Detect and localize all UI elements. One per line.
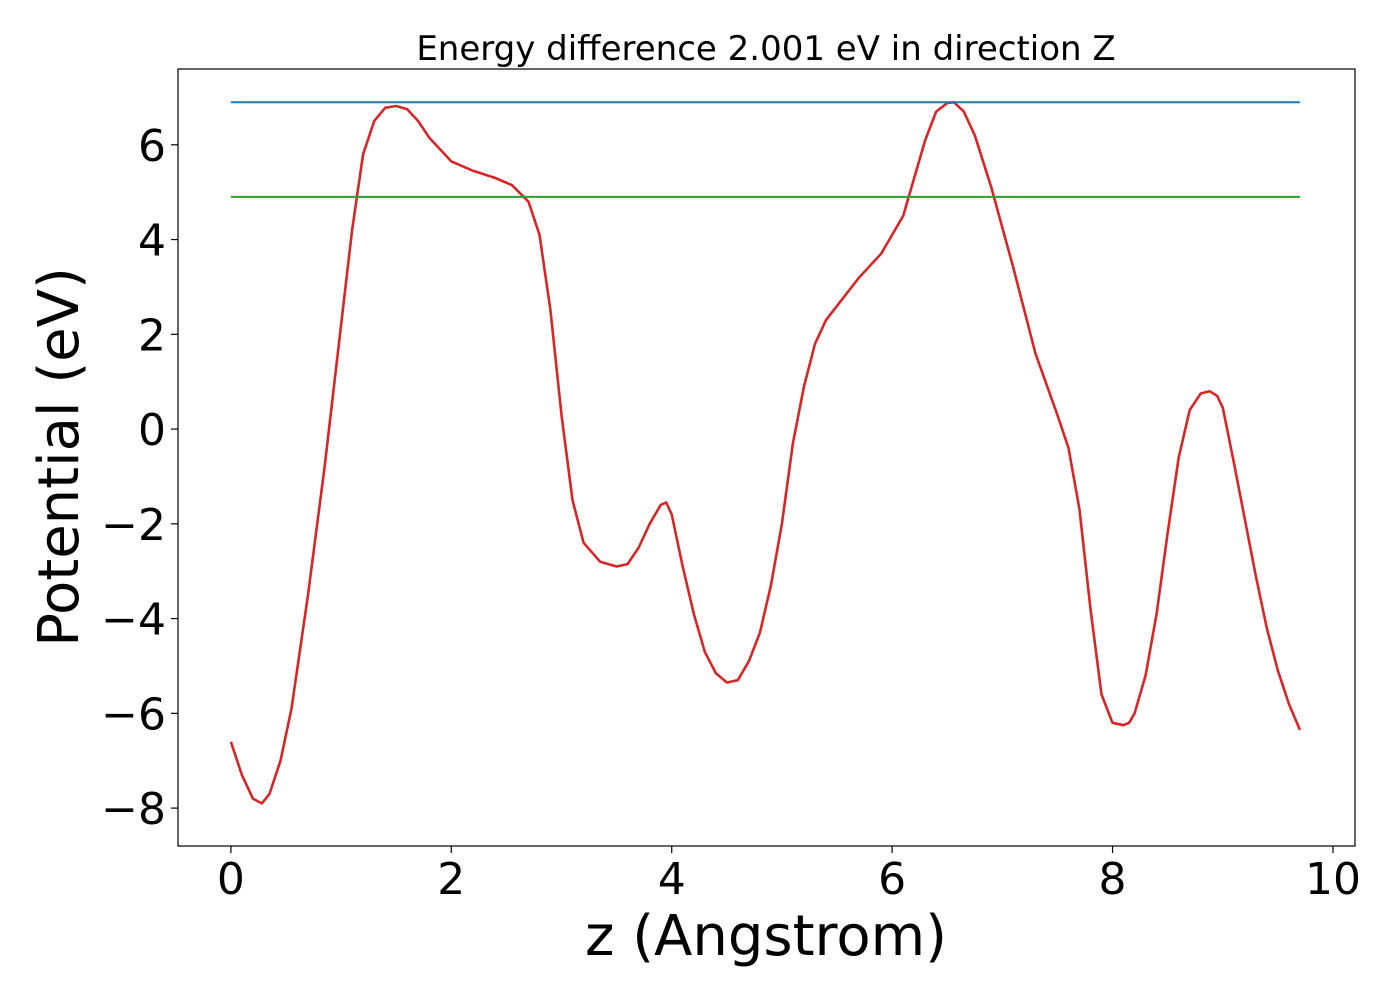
x-tick-label: 2 (437, 854, 465, 905)
x-tick-label: 10 (1305, 854, 1361, 905)
y-tick-label: 2 (138, 310, 166, 361)
x-tick-label: 4 (658, 854, 686, 905)
y-ticks: −8 −6 −4 −2 0 2 4 6 (101, 121, 178, 835)
plot-frame (177, 68, 1356, 847)
x-ticks: 0 2 4 6 8 10 (217, 846, 1361, 905)
x-tick-label: 8 (1099, 854, 1127, 905)
x-tick-label: 6 (878, 854, 906, 905)
potential-curve (229, 100, 1302, 805)
y-tick-label: 4 (138, 216, 166, 267)
y-axis-label: Potential (eV) (27, 267, 92, 647)
y-tick-label: −4 (101, 595, 166, 646)
x-tick-label: 0 (217, 854, 245, 905)
y-tick-label: −8 (101, 784, 166, 835)
plot-lines (229, 100, 1302, 805)
y-tick-label: 6 (138, 121, 166, 172)
y-tick-label: −2 (101, 500, 166, 551)
y-tick-label: 0 (138, 405, 166, 456)
y-tick-label: −6 (101, 689, 166, 740)
chart-title: Energy difference 2.001 eV in direction … (416, 29, 1115, 69)
x-axis-label: z (Angstrom) (585, 904, 947, 969)
